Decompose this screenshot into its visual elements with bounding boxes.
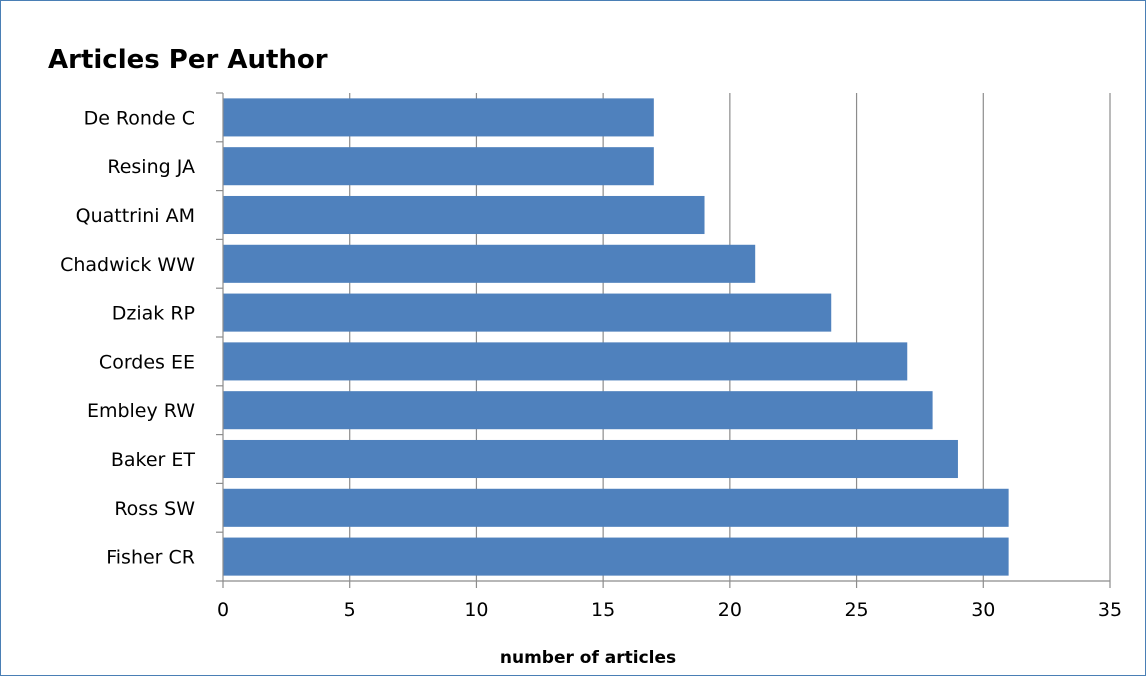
bar [223, 439, 958, 479]
bar [223, 147, 654, 186]
x-tick-labels: 0 5 10 15 20 25 30 35 [217, 599, 1122, 621]
x-tick-label: 10 [464, 599, 488, 621]
category-label: Quattrini AM [76, 205, 195, 227]
bar [223, 98, 654, 137]
x-tick-label: 30 [971, 599, 995, 621]
bars [223, 98, 1009, 576]
chart-title: Articles Per Author [48, 45, 328, 75]
bar [223, 195, 705, 235]
bar [223, 293, 832, 332]
category-label: De Ronde C [84, 107, 195, 129]
x-tick-label: 15 [591, 599, 615, 621]
bar [223, 391, 933, 430]
category-label: Baker ET [111, 449, 196, 471]
x-tick-label: 5 [344, 599, 356, 621]
x-tick-label: 35 [1098, 599, 1122, 621]
category-labels: De Ronde C Resing JA Quattrini AM Chadwick … [60, 107, 195, 568]
bar [223, 537, 1009, 576]
category-label: Fisher CR [106, 547, 195, 569]
axes [216, 92, 1111, 588]
x-axis-title: number of articles [500, 648, 676, 668]
category-label: Cordes EE [99, 351, 195, 373]
bar [223, 488, 1009, 527]
category-label: Chadwick WW [60, 254, 195, 276]
bar [223, 342, 908, 381]
x-tick-label: 0 [217, 599, 229, 621]
category-label: Ross SW [114, 498, 195, 520]
category-label: Embley RW [87, 400, 195, 422]
x-tick-label: 20 [718, 599, 742, 621]
x-tick-label: 25 [844, 599, 868, 621]
category-label: Dziak RP [112, 303, 195, 325]
category-label: Resing JA [107, 156, 195, 178]
bar [223, 244, 756, 283]
